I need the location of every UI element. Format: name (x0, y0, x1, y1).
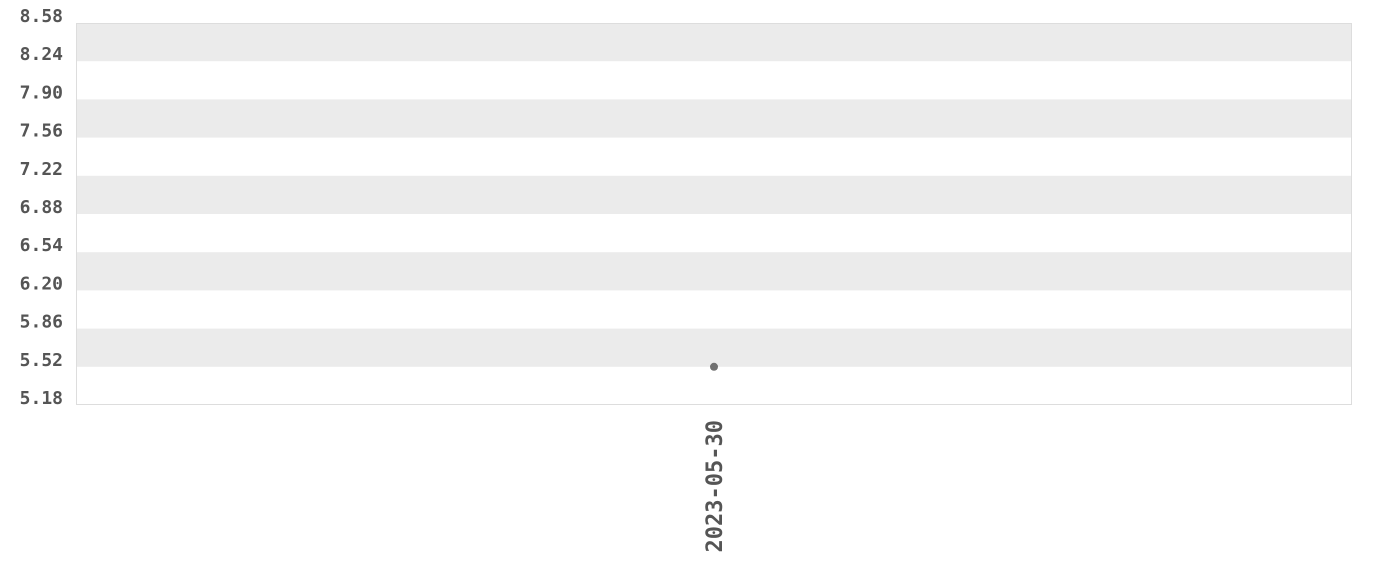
y-axis: 8.58 8.24 7.90 7.56 7.22 6.88 6.54 6.20 5.86 5.52… (20, 6, 64, 409)
y-tick-label: 6.88 (20, 197, 63, 218)
plot-area (76, 23, 1352, 405)
grid-band (76, 23, 1352, 62)
y-tick-label: 7.90 (20, 82, 63, 103)
grid-band (76, 252, 1352, 291)
grid-band (76, 175, 1352, 214)
grid-bands (76, 23, 1352, 367)
x-tick-label: 2023-05-30 (703, 420, 728, 552)
y-tick-label: 7.22 (20, 159, 63, 180)
y-tick-label: 5.18 (20, 388, 63, 409)
y-tick-label: 6.54 (20, 235, 64, 256)
grid-band (76, 99, 1352, 138)
data-points (710, 362, 718, 371)
y-tick-label: 8.58 (20, 6, 63, 27)
y-tick-label: 6.20 (20, 273, 63, 294)
y-tick-label: 5.86 (20, 312, 63, 333)
grid-band (76, 328, 1352, 367)
data-point (710, 362, 718, 371)
y-tick-label: 7.56 (20, 121, 63, 142)
x-axis: 2023-05-30 (703, 420, 728, 552)
y-tick-label: 8.24 (20, 44, 64, 65)
y-tick-label: 5.52 (20, 350, 63, 371)
